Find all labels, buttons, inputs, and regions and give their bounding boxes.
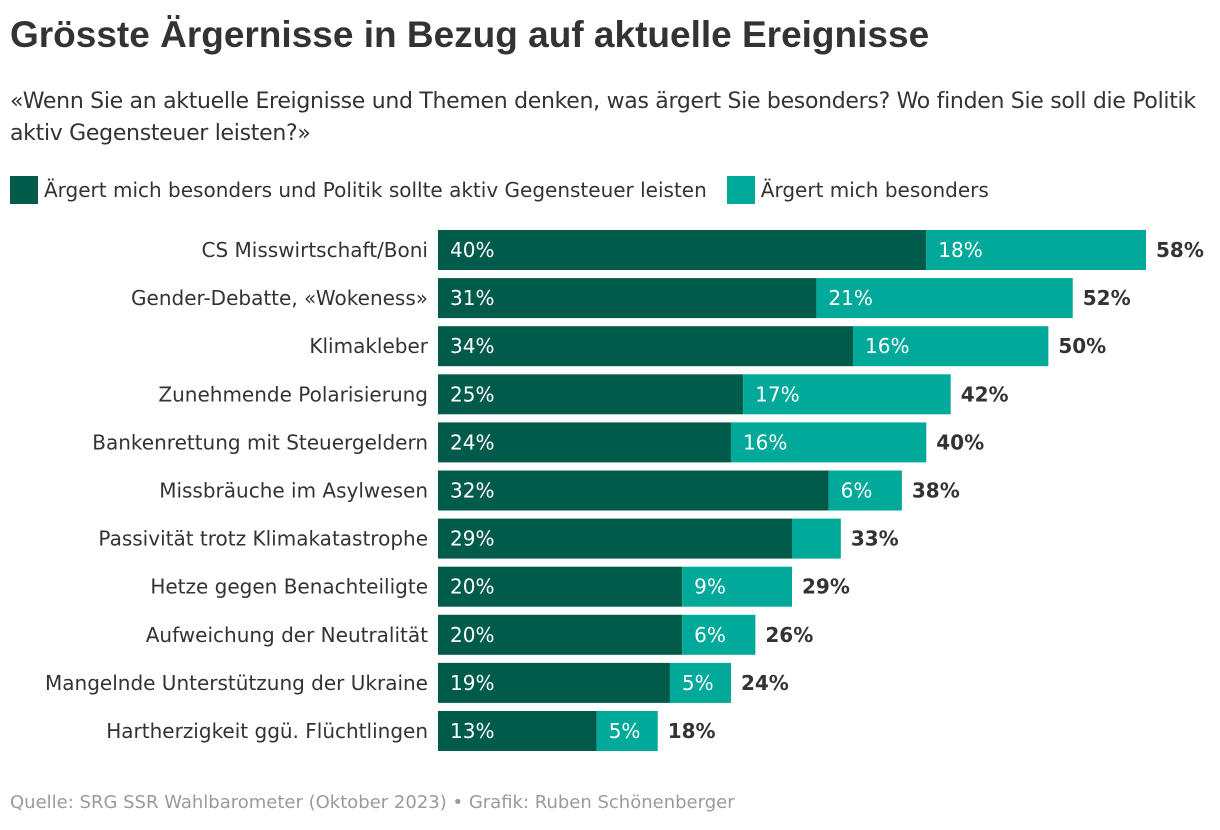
total-label: 18% — [668, 719, 716, 743]
value-label: 20% — [450, 575, 494, 599]
bar-segment-aergert — [926, 230, 1146, 270]
bar-segment-aergert — [682, 614, 756, 655]
chart-title: Grösste Ärgernisse in Bezug auf aktuelle… — [10, 14, 930, 55]
bar-segment-politik — [438, 566, 683, 607]
bar-segment-aergert — [853, 326, 1049, 367]
total-label: 33% — [851, 527, 899, 551]
category-label: Missbräuche im Asylwesen — [159, 479, 428, 503]
value-label: 17% — [755, 382, 799, 406]
total-label: 58% — [1156, 238, 1204, 262]
chart-subtitle: «Wenn Sie an aktuelle Ereignisse und The… — [10, 89, 1196, 146]
total-label: 29% — [802, 575, 850, 599]
value-label: 6% — [841, 479, 873, 503]
total-label: 52% — [1083, 286, 1131, 310]
bar-segment-aergert — [596, 711, 658, 751]
bar-segment-politik — [438, 374, 744, 415]
total-label: 38% — [912, 479, 960, 503]
category-label: Hetze gegen Benachteiligte — [150, 575, 428, 599]
total-label: 26% — [765, 623, 813, 647]
value-label: 5% — [609, 719, 641, 743]
value-label: 18% — [938, 238, 982, 262]
legend-swatch-light — [726, 176, 755, 204]
value-label: 21% — [828, 286, 872, 310]
value-label: 16% — [865, 334, 909, 358]
category-label: CS Misswirtschaft/Boni — [202, 238, 428, 262]
value-label: 6% — [694, 623, 726, 647]
bar-segment-politik — [438, 662, 670, 703]
category-label: Bankenrettung mit Steuergeldern — [92, 430, 428, 454]
bar-segment-aergert — [669, 662, 731, 703]
value-label: 24% — [450, 430, 494, 454]
bar-segment-aergert — [743, 374, 951, 415]
value-label: 29% — [450, 527, 494, 551]
value-label: 31% — [450, 286, 494, 310]
legend-label-light: Ärgert mich besonders — [760, 178, 989, 202]
total-label: 42% — [961, 382, 1009, 406]
bar-segment-politik — [438, 278, 817, 319]
bar-segment-aergert — [730, 422, 927, 463]
value-label: 25% — [450, 382, 494, 406]
legend: Ärgert mich besonders und Politik sollte… — [10, 174, 1009, 206]
bar-segment-aergert — [682, 566, 792, 607]
legend-item-light: Ärgert mich besonders — [726, 176, 989, 204]
total-label: 24% — [741, 671, 789, 695]
total-label: 40% — [936, 430, 984, 454]
bar-segment-politik — [438, 614, 683, 655]
bar-segment-aergert — [828, 470, 902, 511]
legend-label-dark: Ärgert mich besonders und Politik sollte… — [44, 178, 707, 202]
bar-segment-politik — [438, 470, 829, 511]
source-note: Quelle: SRG SSR Wahlbarometer (Oktober 2… — [10, 792, 735, 813]
bar-segment-aergert — [792, 518, 841, 559]
value-label: 5% — [682, 671, 714, 695]
bar-segment-politik — [438, 422, 731, 463]
value-label: 40% — [450, 238, 494, 262]
category-label: Zunehmende Polarisierung — [158, 382, 428, 406]
category-label: Passivität trotz Klimakatastrophe — [98, 527, 428, 551]
category-label: Mangelnde Unterstützung der Ukraine — [45, 671, 428, 695]
bar-segment-politik — [438, 711, 597, 751]
category-label: Gender-Debatte, «Wokeness» — [131, 286, 428, 310]
value-label: 34% — [450, 334, 494, 358]
value-label: 16% — [743, 430, 787, 454]
category-label: Klimakleber — [309, 334, 428, 358]
bar-segment-politik — [438, 518, 792, 559]
bar-segment-politik — [438, 230, 927, 270]
value-label: 19% — [450, 671, 494, 695]
legend-item-dark: Ärgert mich besonders und Politik sollte… — [10, 176, 707, 204]
category-label: Aufweichung der Neutralität — [146, 623, 428, 647]
value-label: 20% — [450, 623, 494, 647]
bar-segment-aergert — [816, 278, 1073, 319]
legend-swatch-dark — [10, 176, 38, 204]
total-label: 50% — [1058, 334, 1106, 358]
value-label: 32% — [450, 479, 494, 503]
value-label: 9% — [694, 575, 726, 599]
category-label: Hartherzigkeit ggü. Flüchtlingen — [106, 719, 428, 743]
bar-segment-politik — [438, 326, 854, 367]
value-label: 13% — [450, 719, 494, 743]
